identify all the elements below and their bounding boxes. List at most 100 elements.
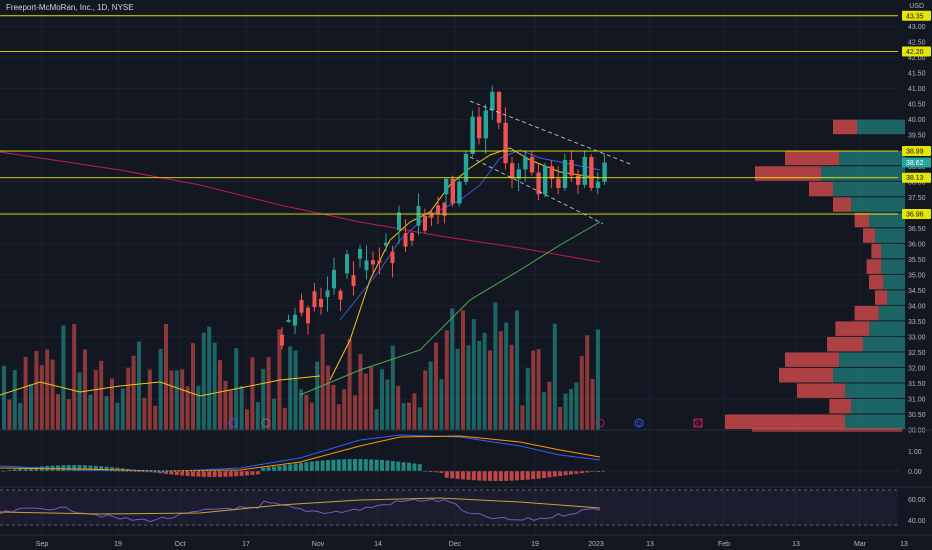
macd-histogram-bar (466, 471, 471, 480)
macd-histogram-bar (61, 465, 66, 471)
history-candle-body (423, 215, 427, 231)
macd-histogram-bar (212, 471, 217, 477)
history-candle-body (371, 260, 375, 265)
macd-histogram-bar (18, 468, 23, 471)
candle-body (457, 181, 462, 204)
macd-histogram-bar (266, 467, 271, 471)
macd-histogram-bar (234, 471, 239, 477)
time-tick-label: 2023 (588, 541, 604, 548)
macd-histogram-bar (558, 471, 563, 476)
history-candle-body (338, 290, 343, 300)
volume-profile-buy-bar (883, 274, 905, 290)
last-price-label: 38.62 (906, 160, 924, 167)
volume-bar (455, 348, 460, 430)
volume-bar (245, 409, 249, 430)
time-tick-label: 17 (242, 541, 250, 548)
volume-bar (380, 369, 384, 430)
volume-bar (120, 388, 125, 430)
rsi-ma-line (0, 497, 601, 515)
volume-bar (56, 394, 60, 430)
moving-average-200 (0, 151, 601, 263)
volume-bar (396, 385, 401, 430)
candle-body (536, 172, 541, 195)
volume-bar (72, 323, 77, 430)
volume-bar (185, 386, 190, 430)
macd-signal-line (0, 435, 601, 472)
volume-bar (66, 399, 71, 430)
volume-profile-sell-bar (869, 274, 884, 290)
macd-histogram-bar (201, 471, 206, 477)
history-candle-body (442, 202, 447, 216)
macd-histogram-bar (369, 459, 374, 471)
history-candle-body (397, 212, 401, 231)
history-candle-body (325, 290, 330, 297)
candle-body (556, 178, 561, 188)
channel-lower-line (469, 156, 604, 225)
macd-tick-label: 1.00 (908, 449, 922, 456)
macd-tick-label: 0.00 (908, 469, 922, 476)
event-marker (595, 418, 605, 428)
macd-histogram-bar (23, 467, 28, 471)
rsi-line (0, 498, 601, 523)
volume-profile-buy-bar (881, 259, 905, 274)
channel-upper-line (469, 100, 633, 166)
volume-bar (520, 405, 525, 430)
time-tick-label: 13 (900, 541, 908, 548)
time-tick-label: 14 (374, 541, 382, 548)
volume-bar (250, 357, 255, 430)
macd-histogram-bar (207, 471, 212, 477)
macd-histogram-bar (515, 471, 519, 481)
volume-profile-sell-bar (827, 336, 863, 352)
volume-bar (282, 407, 287, 430)
level-label-bg (902, 10, 931, 21)
volume-profile-buy-bar (833, 367, 905, 383)
volume-bar (7, 399, 12, 430)
macd-histogram-bar (299, 462, 303, 471)
macd-histogram-bar (56, 465, 60, 471)
volume-bar (401, 403, 406, 430)
volume-bar (412, 393, 417, 430)
history-candle-body (390, 251, 395, 264)
volume-bar (563, 393, 568, 430)
volume-bar (579, 356, 584, 430)
macd-histogram-bar (471, 471, 476, 481)
volume-profile-sell-bar (755, 166, 821, 181)
macd-histogram-bar (29, 467, 33, 471)
macd-histogram-bar (293, 463, 298, 471)
volume-bar (509, 344, 514, 430)
volume-bar (228, 390, 233, 430)
volume-bar (223, 380, 228, 430)
price-tick-label: 40.00 (908, 117, 926, 124)
history-candle-body (345, 254, 349, 274)
macd-histogram-bar (239, 471, 244, 476)
event-marker (634, 418, 644, 428)
volume-bar (83, 349, 87, 430)
macd-histogram-bar (115, 467, 120, 471)
macd-histogram-bar (261, 467, 266, 471)
volume-profile-buy-bar (878, 305, 905, 321)
macd-histogram-bar (493, 471, 498, 481)
candle-body (523, 156, 528, 170)
volume-bar (191, 343, 195, 430)
candle-body (602, 162, 607, 182)
volume-bar (552, 323, 557, 430)
volume-bar (466, 345, 471, 430)
macd-histogram-bar (282, 464, 287, 471)
volume-bar (315, 361, 320, 430)
macd-histogram-bar (531, 471, 536, 480)
macd-histogram-bar (380, 460, 384, 471)
volume-bar (525, 367, 530, 430)
volume-profile-sell-bar (875, 290, 887, 305)
volume-profile-sell-bar (854, 212, 869, 228)
price-tick-label: 42.00 (908, 55, 926, 62)
volume-bar (439, 379, 444, 430)
macd-histogram-bar (455, 471, 460, 479)
macd-histogram-bar (428, 471, 433, 472)
macd-histogram-bar (461, 471, 465, 480)
macd-histogram-bar (304, 462, 309, 471)
volume-profile-buy-bar (839, 352, 905, 367)
price-tick-label: 37.50 (908, 195, 926, 202)
currency-label: USD (909, 3, 924, 10)
candle-body (444, 178, 449, 195)
